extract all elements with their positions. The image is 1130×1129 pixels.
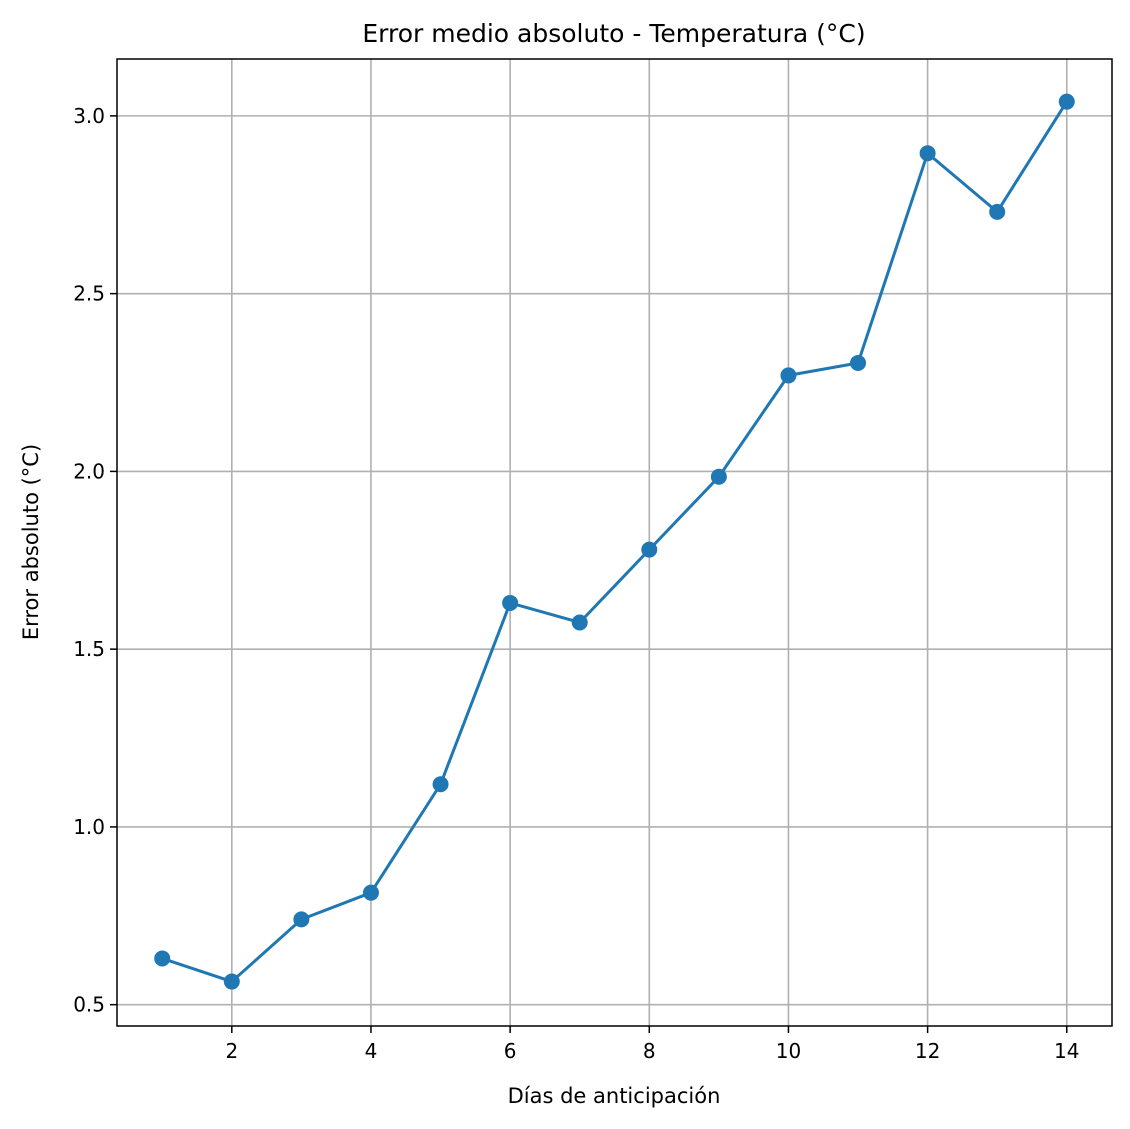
y-tick-label: 1.0 <box>73 815 105 839</box>
data-point <box>641 541 658 558</box>
y-tick-label: 1.5 <box>73 637 105 661</box>
y-tick-label: 2.0 <box>73 459 105 483</box>
x-tick-label: 4 <box>365 1039 378 1063</box>
x-tick-label: 2 <box>225 1039 238 1063</box>
data-point <box>571 614 588 631</box>
x-tick-label: 12 <box>915 1039 940 1063</box>
x-tick-label: 10 <box>776 1039 801 1063</box>
x-tick-label: 14 <box>1054 1039 1079 1063</box>
data-point <box>989 203 1006 220</box>
plot-frame <box>116 58 1113 1027</box>
grid <box>117 59 1112 1026</box>
x-tick-label: 8 <box>643 1039 656 1063</box>
y-axis-ticks: 0.5 1.0 1.5 2.0 2.5 3.0 <box>73 104 117 1017</box>
data-point <box>154 950 171 967</box>
x-tick-label: 6 <box>504 1039 517 1063</box>
series <box>154 93 1075 990</box>
data-point <box>223 973 240 990</box>
x-axis-label: Días de anticipación <box>508 1084 721 1108</box>
data-point <box>362 884 379 901</box>
data-point <box>432 776 449 793</box>
y-tick-label: 3.0 <box>73 104 105 128</box>
data-point <box>850 354 867 371</box>
data-point <box>919 145 936 162</box>
data-point <box>710 468 727 485</box>
x-axis-ticks: 2 4 6 8 10 12 14 <box>225 1026 1079 1063</box>
y-tick-label: 2.5 <box>73 282 105 306</box>
data-point <box>502 594 519 611</box>
data-point <box>293 911 310 928</box>
y-axis-label: Error absoluto (°C) <box>19 444 43 640</box>
series-line <box>161 100 1069 984</box>
chart-title: Error medio absoluto - Temperatura (°C) <box>362 19 865 48</box>
data-point <box>1058 93 1075 110</box>
y-tick-label: 0.5 <box>73 993 105 1017</box>
data-point <box>780 367 797 384</box>
